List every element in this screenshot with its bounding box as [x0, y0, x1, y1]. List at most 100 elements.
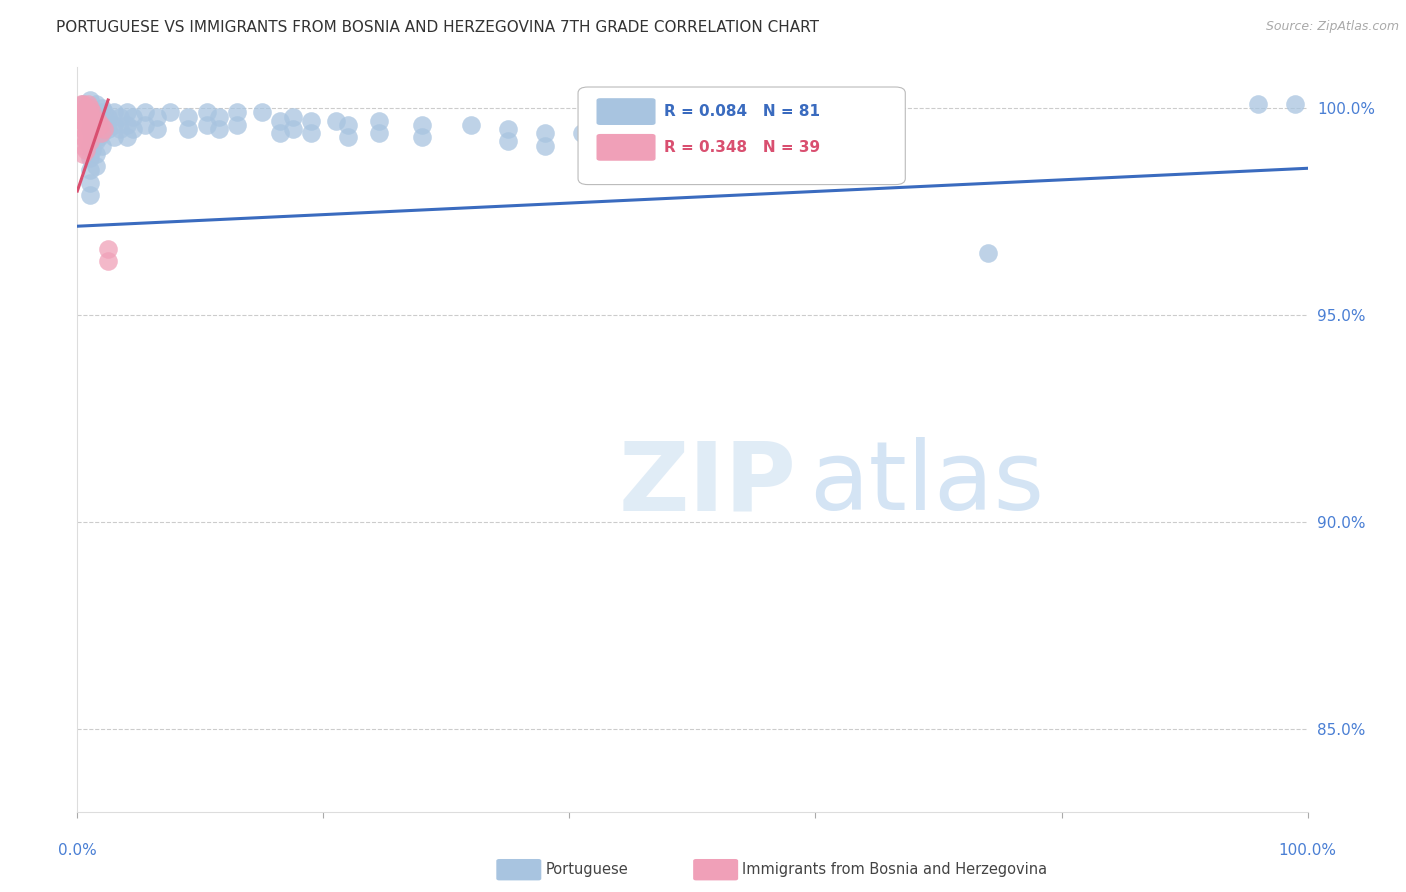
Point: [250, 105, 273, 120]
Point: [706, 135, 728, 149]
Point: [79, 118, 101, 132]
Point: [103, 118, 125, 132]
Point: [367, 126, 389, 140]
Point: [110, 122, 132, 136]
Point: [79, 110, 101, 124]
Point: [77, 105, 100, 120]
Point: [115, 118, 138, 132]
Point: [72, 130, 94, 145]
Point: [89, 105, 111, 120]
Point: [97, 122, 120, 136]
Point: [337, 130, 360, 145]
Point: [571, 126, 593, 140]
Point: [1247, 97, 1270, 112]
Point: [79, 122, 101, 136]
Point: [460, 118, 482, 132]
Point: [226, 105, 249, 120]
Point: [75, 105, 97, 120]
Point: [84, 113, 107, 128]
Point: [89, 130, 111, 145]
Text: 0.0%: 0.0%: [58, 843, 97, 858]
Point: [75, 135, 97, 149]
Point: [93, 122, 115, 136]
Point: [87, 113, 110, 128]
Point: [79, 138, 101, 153]
Point: [780, 155, 803, 169]
Point: [72, 113, 94, 128]
Point: [84, 122, 107, 136]
Point: [79, 135, 101, 149]
Point: [82, 143, 104, 157]
Point: [411, 130, 433, 145]
Point: [325, 113, 347, 128]
Text: Source: ZipAtlas.com: Source: ZipAtlas.com: [1265, 20, 1399, 33]
Point: [90, 126, 112, 140]
Point: [607, 130, 630, 145]
Point: [84, 135, 107, 149]
Point: [79, 176, 101, 190]
Point: [121, 122, 143, 136]
Point: [82, 105, 104, 120]
Point: [146, 122, 169, 136]
Point: [299, 113, 322, 128]
Point: [82, 113, 104, 128]
Point: [534, 126, 557, 140]
Point: [90, 101, 114, 115]
Point: [97, 110, 120, 124]
Point: [281, 122, 304, 136]
Point: [208, 110, 231, 124]
Point: [75, 118, 97, 132]
Point: [103, 130, 125, 145]
Point: [93, 118, 115, 132]
Point: [72, 97, 94, 112]
Point: [146, 110, 169, 124]
Point: [90, 118, 112, 132]
Point: [72, 97, 94, 112]
Point: [534, 138, 557, 153]
Point: [299, 126, 322, 140]
Point: [72, 146, 94, 161]
Point: [367, 113, 389, 128]
FancyBboxPatch shape: [596, 134, 655, 161]
Point: [657, 130, 679, 145]
Point: [281, 110, 304, 124]
Point: [75, 110, 97, 124]
Point: [72, 122, 94, 136]
Point: [79, 93, 101, 107]
Point: [496, 122, 519, 136]
Point: [208, 122, 231, 136]
Point: [731, 151, 754, 165]
Point: [97, 242, 120, 256]
Point: [607, 143, 630, 157]
Point: [90, 138, 114, 153]
Text: atlas: atlas: [810, 437, 1045, 531]
Text: R = 0.348   N = 39: R = 0.348 N = 39: [664, 140, 820, 155]
Point: [134, 105, 156, 120]
Point: [82, 105, 104, 120]
Point: [75, 101, 97, 115]
Point: [177, 110, 200, 124]
Point: [134, 118, 156, 132]
Point: [977, 246, 1000, 260]
Text: ZIP: ZIP: [619, 437, 797, 531]
FancyBboxPatch shape: [578, 87, 905, 185]
Point: [93, 105, 115, 120]
Point: [84, 110, 107, 124]
Point: [97, 254, 120, 268]
Point: [269, 126, 291, 140]
Text: R = 0.084   N = 81: R = 0.084 N = 81: [664, 104, 820, 120]
Point: [115, 130, 138, 145]
Point: [1284, 97, 1306, 112]
Point: [177, 122, 200, 136]
Text: Portuguese: Portuguese: [546, 863, 628, 877]
Point: [103, 105, 125, 120]
Point: [82, 118, 104, 132]
Point: [84, 97, 107, 112]
Point: [159, 105, 181, 120]
Point: [82, 130, 104, 145]
Point: [72, 138, 94, 153]
Point: [79, 110, 101, 124]
FancyBboxPatch shape: [596, 98, 655, 125]
Point: [269, 113, 291, 128]
Point: [79, 188, 101, 202]
